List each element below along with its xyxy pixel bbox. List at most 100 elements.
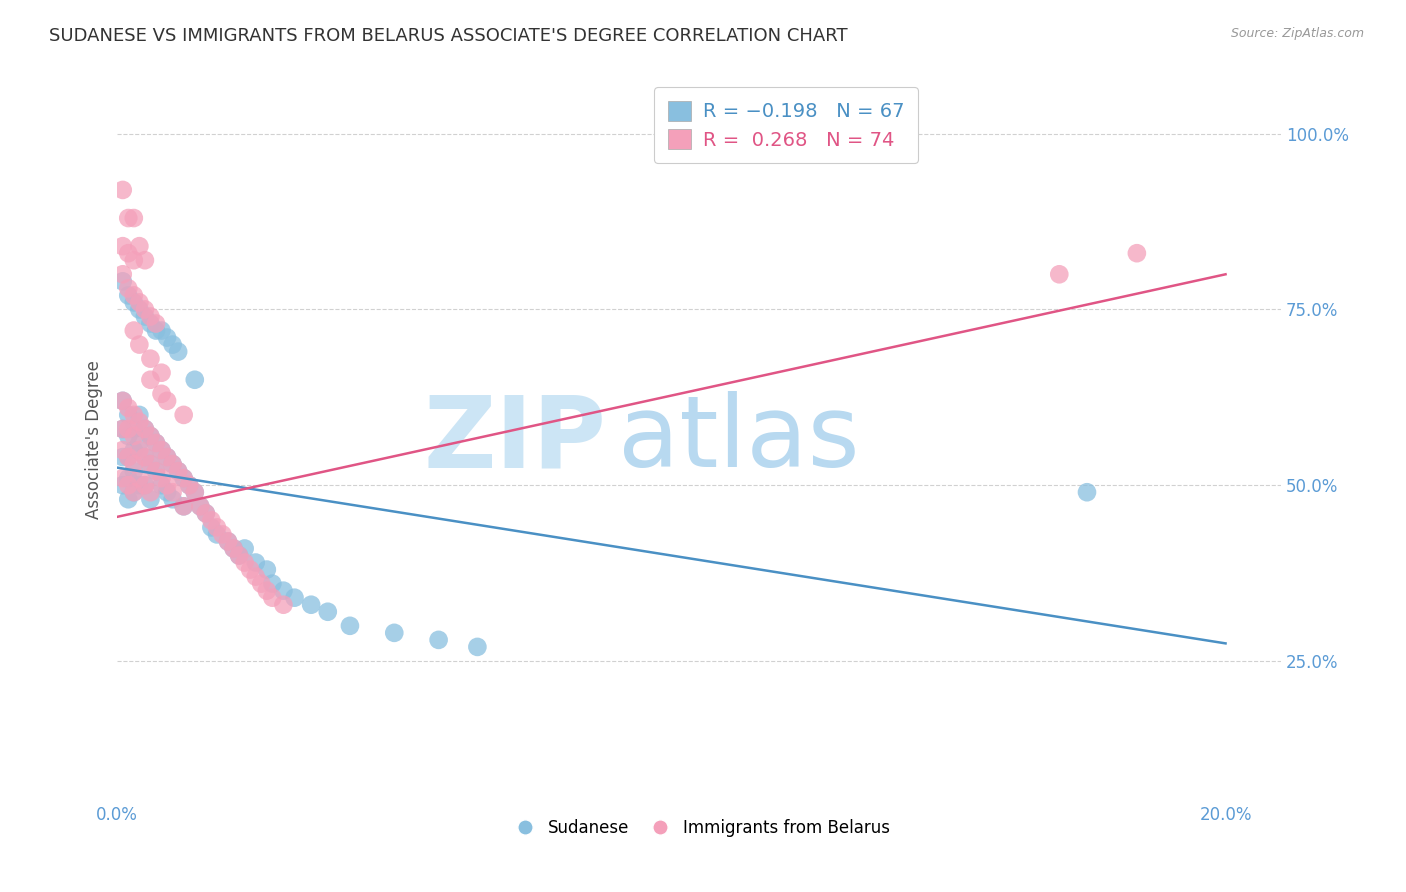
Text: ZIP: ZIP	[423, 391, 606, 488]
Point	[156, 478, 179, 492]
Point	[128, 443, 150, 458]
Point	[173, 471, 195, 485]
Point	[200, 520, 222, 534]
Point	[256, 563, 278, 577]
Point	[217, 534, 239, 549]
Point	[150, 324, 173, 338]
Point	[117, 422, 139, 436]
Point	[250, 576, 273, 591]
Point	[122, 253, 145, 268]
Point	[111, 268, 134, 282]
Point	[194, 506, 217, 520]
Point	[156, 485, 179, 500]
Point	[167, 344, 190, 359]
Point	[117, 492, 139, 507]
Point	[122, 457, 145, 471]
Point	[139, 310, 162, 324]
Point	[134, 450, 156, 464]
Point	[128, 408, 150, 422]
Point	[205, 527, 228, 541]
Point	[184, 485, 207, 500]
Point	[316, 605, 339, 619]
Point	[273, 598, 295, 612]
Point	[139, 429, 162, 443]
Point	[222, 541, 245, 556]
Point	[134, 302, 156, 317]
Point	[162, 457, 184, 471]
Point	[217, 534, 239, 549]
Point	[139, 429, 162, 443]
Point	[150, 443, 173, 458]
Point	[150, 386, 173, 401]
Point	[122, 429, 145, 443]
Point	[111, 422, 134, 436]
Point	[145, 436, 167, 450]
Legend: Sudanese, Immigrants from Belarus: Sudanese, Immigrants from Belarus	[502, 813, 897, 844]
Point	[1047, 268, 1070, 282]
Point	[184, 485, 207, 500]
Point	[245, 556, 267, 570]
Point	[128, 295, 150, 310]
Point	[122, 295, 145, 310]
Point	[233, 541, 256, 556]
Point	[427, 632, 450, 647]
Point	[173, 500, 195, 514]
Point	[233, 556, 256, 570]
Point	[162, 485, 184, 500]
Text: atlas: atlas	[617, 391, 859, 488]
Point	[111, 239, 134, 253]
Point	[111, 478, 134, 492]
Point	[339, 619, 361, 633]
Point	[162, 337, 184, 351]
Point	[188, 500, 211, 514]
Point	[188, 500, 211, 514]
Point	[150, 471, 173, 485]
Point	[150, 366, 173, 380]
Point	[145, 317, 167, 331]
Point	[122, 324, 145, 338]
Point	[139, 485, 162, 500]
Point	[128, 415, 150, 429]
Point	[1076, 485, 1098, 500]
Point	[122, 408, 145, 422]
Point	[156, 450, 179, 464]
Point	[134, 422, 156, 436]
Point	[145, 324, 167, 338]
Point	[111, 393, 134, 408]
Point	[167, 464, 190, 478]
Point	[283, 591, 305, 605]
Point	[205, 520, 228, 534]
Point	[222, 541, 245, 556]
Point	[156, 330, 179, 344]
Point	[134, 478, 156, 492]
Point	[173, 408, 195, 422]
Point	[111, 450, 134, 464]
Point	[299, 598, 322, 612]
Point	[117, 408, 139, 422]
Point	[122, 485, 145, 500]
Point	[173, 500, 195, 514]
Point	[117, 281, 139, 295]
Point	[122, 485, 145, 500]
Point	[150, 443, 173, 458]
Point	[162, 457, 184, 471]
Point	[262, 591, 284, 605]
Point	[122, 443, 145, 458]
Point	[467, 640, 489, 654]
Point	[139, 457, 162, 471]
Point	[111, 393, 134, 408]
Point	[117, 450, 139, 464]
Point	[122, 211, 145, 225]
Point	[150, 478, 173, 492]
Point	[134, 310, 156, 324]
Point	[111, 274, 134, 288]
Point	[139, 351, 162, 366]
Point	[139, 457, 162, 471]
Point	[134, 450, 156, 464]
Point	[117, 288, 139, 302]
Point	[156, 393, 179, 408]
Point	[156, 450, 179, 464]
Point	[184, 373, 207, 387]
Point	[139, 373, 162, 387]
Point	[128, 302, 150, 317]
